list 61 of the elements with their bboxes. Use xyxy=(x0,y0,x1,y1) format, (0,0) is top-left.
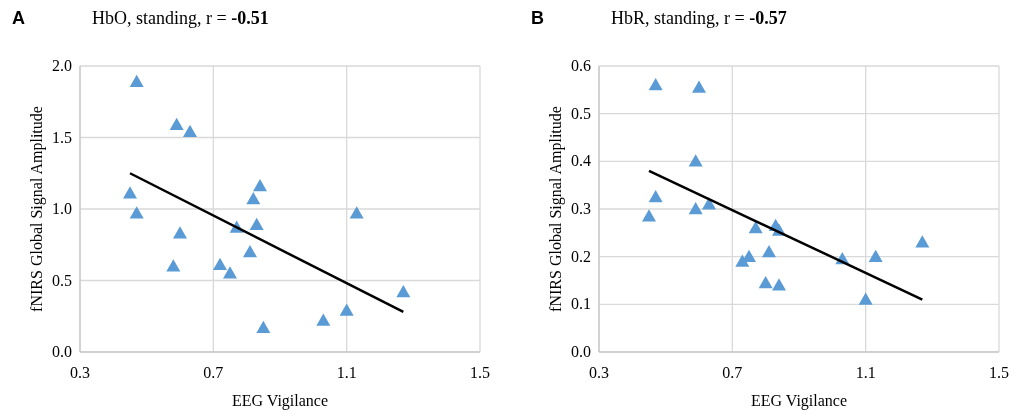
point xyxy=(129,74,144,87)
point xyxy=(688,202,703,215)
point xyxy=(692,80,706,93)
point xyxy=(339,303,354,316)
point xyxy=(316,313,331,326)
text: A xyxy=(12,8,25,28)
y-tick-label: 0.4 xyxy=(571,152,591,170)
point xyxy=(129,206,144,219)
point xyxy=(123,186,137,199)
y-tick-label: 0.0 xyxy=(52,343,72,360)
x-tick-label: 0.7 xyxy=(722,364,743,381)
y-tick-label: 0.0 xyxy=(571,343,591,360)
point xyxy=(249,217,264,230)
point xyxy=(858,292,873,305)
point xyxy=(169,117,184,130)
y-tick-label: 0.5 xyxy=(571,104,591,122)
y-tick-label: 0.3 xyxy=(571,200,591,217)
point xyxy=(166,259,181,272)
point xyxy=(349,206,364,219)
point xyxy=(742,249,756,262)
chart-title: HbO, standing, r = -0.51 xyxy=(92,8,269,28)
x-axis-title: EEG Vigilance xyxy=(231,392,329,410)
x-tick-label: 1.5 xyxy=(989,364,1009,381)
point xyxy=(213,257,227,271)
x-tick-label: 1.1 xyxy=(336,364,357,381)
point xyxy=(246,191,261,205)
x-tick-label: 0.3 xyxy=(70,364,90,381)
point xyxy=(223,266,237,279)
y-axis-title: fNIRS Global Signal Amplitude xyxy=(28,106,46,312)
y-tick-label: 0.5 xyxy=(52,271,72,289)
x-tick-label: 1.5 xyxy=(470,364,490,381)
y-tick-label: 1.5 xyxy=(52,128,72,146)
point xyxy=(253,179,267,192)
point xyxy=(642,209,656,222)
y-tick-label: 0.6 xyxy=(571,57,591,74)
y-tick-label: 2.0 xyxy=(52,57,72,74)
x-axis-title: EEG Vigilance xyxy=(750,392,848,410)
chart-title: HbR, standing, r = -0.57 xyxy=(611,8,787,28)
y-tick-label: 1.0 xyxy=(52,200,72,217)
y-tick-label: 0.2 xyxy=(571,247,591,265)
x-tick-label: 0.3 xyxy=(589,364,609,381)
text: B xyxy=(531,8,544,28)
point xyxy=(688,154,703,167)
point xyxy=(762,244,776,258)
point xyxy=(256,320,271,333)
y-axis-title: fNIRS Global Signal Amplitude xyxy=(547,106,565,312)
point xyxy=(915,235,930,248)
point xyxy=(758,275,773,289)
x-tick-label: 1.1 xyxy=(855,364,876,381)
point xyxy=(772,278,786,291)
y-tick-label: 0.1 xyxy=(571,295,591,313)
point xyxy=(735,254,750,267)
point xyxy=(396,284,411,298)
point xyxy=(173,226,187,239)
point xyxy=(183,124,197,138)
point xyxy=(748,221,763,234)
point xyxy=(648,190,663,203)
x-tick-label: 0.7 xyxy=(203,364,224,381)
point xyxy=(243,244,257,258)
point xyxy=(868,249,883,262)
point xyxy=(648,78,663,91)
